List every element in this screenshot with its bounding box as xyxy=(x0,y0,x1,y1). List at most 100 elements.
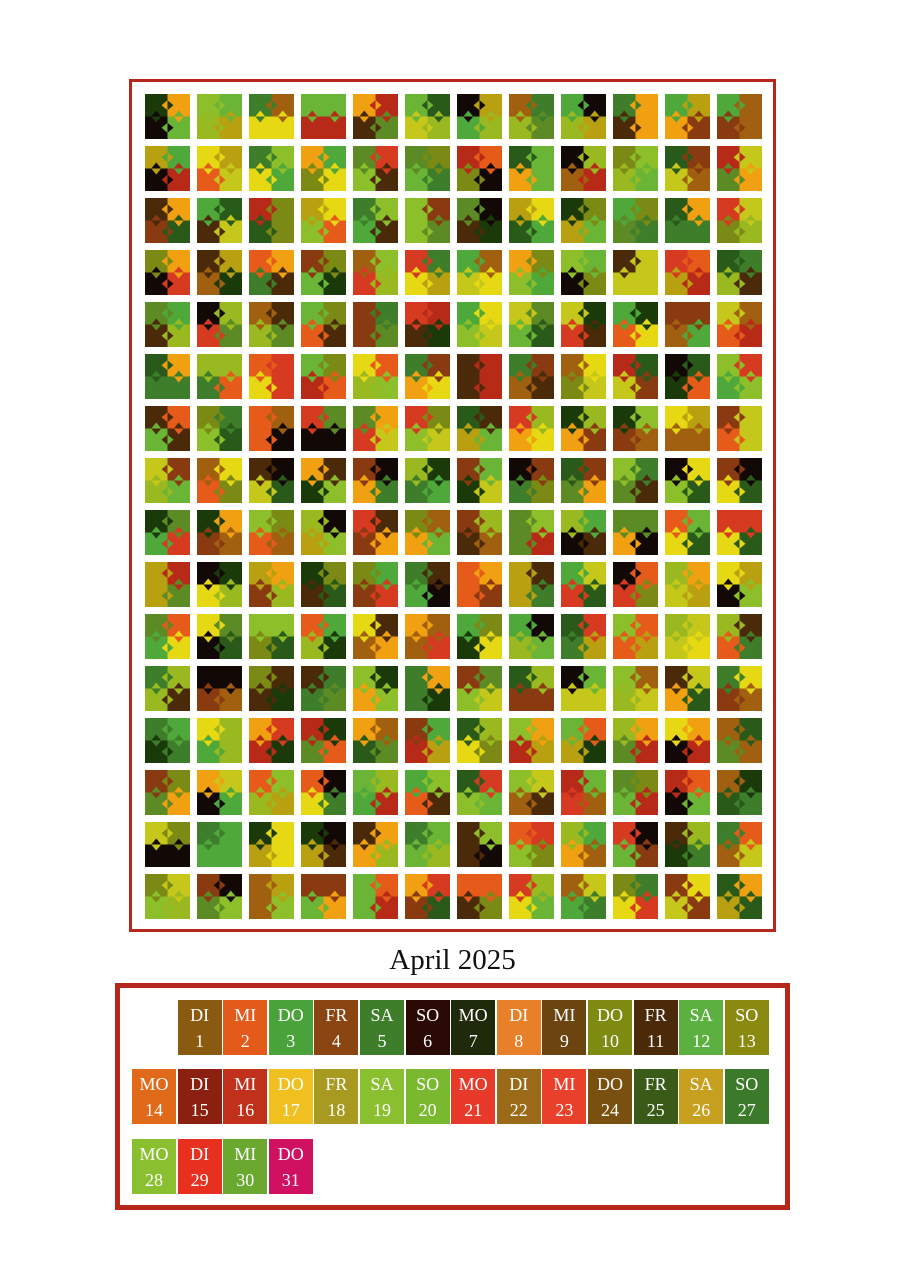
mosaic-tile xyxy=(405,874,450,919)
tile-tab xyxy=(687,672,694,683)
tile-tab xyxy=(219,828,226,839)
tile-tab xyxy=(329,630,340,637)
tile-tab xyxy=(411,890,422,897)
tile-piece xyxy=(561,146,584,169)
tile-tab xyxy=(537,682,548,689)
tile-tab xyxy=(693,110,704,117)
tile-piece xyxy=(739,198,762,221)
tile-tab xyxy=(369,100,376,111)
tile-piece xyxy=(509,302,532,325)
tile-piece xyxy=(301,792,324,815)
mosaic-tile xyxy=(353,146,398,191)
tile-piece xyxy=(323,532,346,555)
day-number: 9 xyxy=(559,1031,569,1051)
tile-tab xyxy=(381,636,392,643)
mosaic-tile xyxy=(717,198,762,243)
tile-tab xyxy=(463,324,474,331)
tile-piece xyxy=(375,94,398,117)
mosaic-tile xyxy=(249,406,294,451)
tile-tab xyxy=(479,672,486,683)
day-number: 4 xyxy=(331,1031,341,1051)
tile-tab xyxy=(369,694,376,705)
tile-tab xyxy=(381,376,392,383)
tile-piece xyxy=(197,406,220,429)
tile-piece xyxy=(457,532,480,555)
tile-tab xyxy=(583,776,590,787)
tile-tab xyxy=(577,568,584,579)
tile-tab xyxy=(427,902,434,913)
tile-tab xyxy=(583,568,590,579)
tile-tab xyxy=(567,844,578,851)
tile-piece xyxy=(457,116,480,139)
tile-tab xyxy=(619,532,630,539)
tile-tab xyxy=(567,630,578,637)
tile-tab xyxy=(317,694,324,705)
tile-tab xyxy=(225,578,236,585)
tile-tab xyxy=(167,308,174,319)
tile-piece xyxy=(583,822,606,845)
tile-tab xyxy=(671,168,682,175)
tile-tab xyxy=(531,360,538,371)
tile-tab xyxy=(411,220,422,227)
tile-piece xyxy=(405,740,428,763)
mosaic-tile xyxy=(509,874,554,919)
tile-tab xyxy=(619,220,630,227)
tile-piece xyxy=(739,94,762,117)
tile-tab xyxy=(583,590,590,601)
mosaic-tile xyxy=(249,666,294,711)
tile-tab xyxy=(629,464,636,475)
tile-tab xyxy=(671,272,682,279)
tile-piece xyxy=(271,844,294,867)
tile-tab xyxy=(323,278,330,289)
tile-tab xyxy=(739,850,746,861)
tile-piece xyxy=(249,354,272,377)
tile-tab xyxy=(745,266,756,273)
tile-piece xyxy=(583,718,606,741)
tile-piece xyxy=(531,666,554,689)
tile-tab xyxy=(323,330,330,341)
tile-piece xyxy=(509,168,532,191)
tile-piece xyxy=(145,844,168,867)
weekday-label: DO xyxy=(277,1144,304,1164)
tile-tab xyxy=(745,162,756,169)
tile-tab xyxy=(323,590,330,601)
tile-tab xyxy=(723,630,734,637)
tile-piece xyxy=(613,428,636,451)
tile-tab xyxy=(629,434,636,445)
tile-tab xyxy=(567,324,578,331)
tile-tab xyxy=(577,486,584,497)
tile-piece xyxy=(167,406,190,429)
tile-tab xyxy=(739,746,746,757)
tile-piece xyxy=(687,428,710,451)
tile-tab xyxy=(433,682,444,689)
tile-tab xyxy=(317,828,324,839)
tile-tab xyxy=(323,174,330,185)
mosaic-tile xyxy=(197,822,242,867)
tile-tab xyxy=(255,792,266,799)
tile-tab xyxy=(733,152,740,163)
tile-piece xyxy=(301,376,324,399)
tile-piece xyxy=(635,666,658,689)
tile-piece xyxy=(635,874,658,897)
tile-tab xyxy=(485,636,496,643)
tile-tab xyxy=(381,526,392,533)
tile-tab xyxy=(525,204,532,215)
mosaic-tile xyxy=(145,146,190,191)
tile-piece xyxy=(197,770,220,793)
tile-tab xyxy=(693,266,704,273)
tile-tab xyxy=(473,902,480,913)
tile-tab xyxy=(369,152,376,163)
tile-piece xyxy=(145,688,168,711)
tile-piece xyxy=(145,584,168,607)
tile-tab xyxy=(317,278,324,289)
tile-tab xyxy=(265,902,272,913)
tile-piece xyxy=(531,636,554,659)
tile-tab xyxy=(739,516,746,527)
mosaic-tile xyxy=(197,354,242,399)
day-cell: FR 18 xyxy=(314,1069,359,1124)
tile-piece xyxy=(479,770,502,793)
tile-piece xyxy=(739,792,762,815)
tile-tab xyxy=(317,880,324,891)
day-cell: MI 30 xyxy=(223,1139,268,1194)
mosaic-tile xyxy=(613,406,658,451)
